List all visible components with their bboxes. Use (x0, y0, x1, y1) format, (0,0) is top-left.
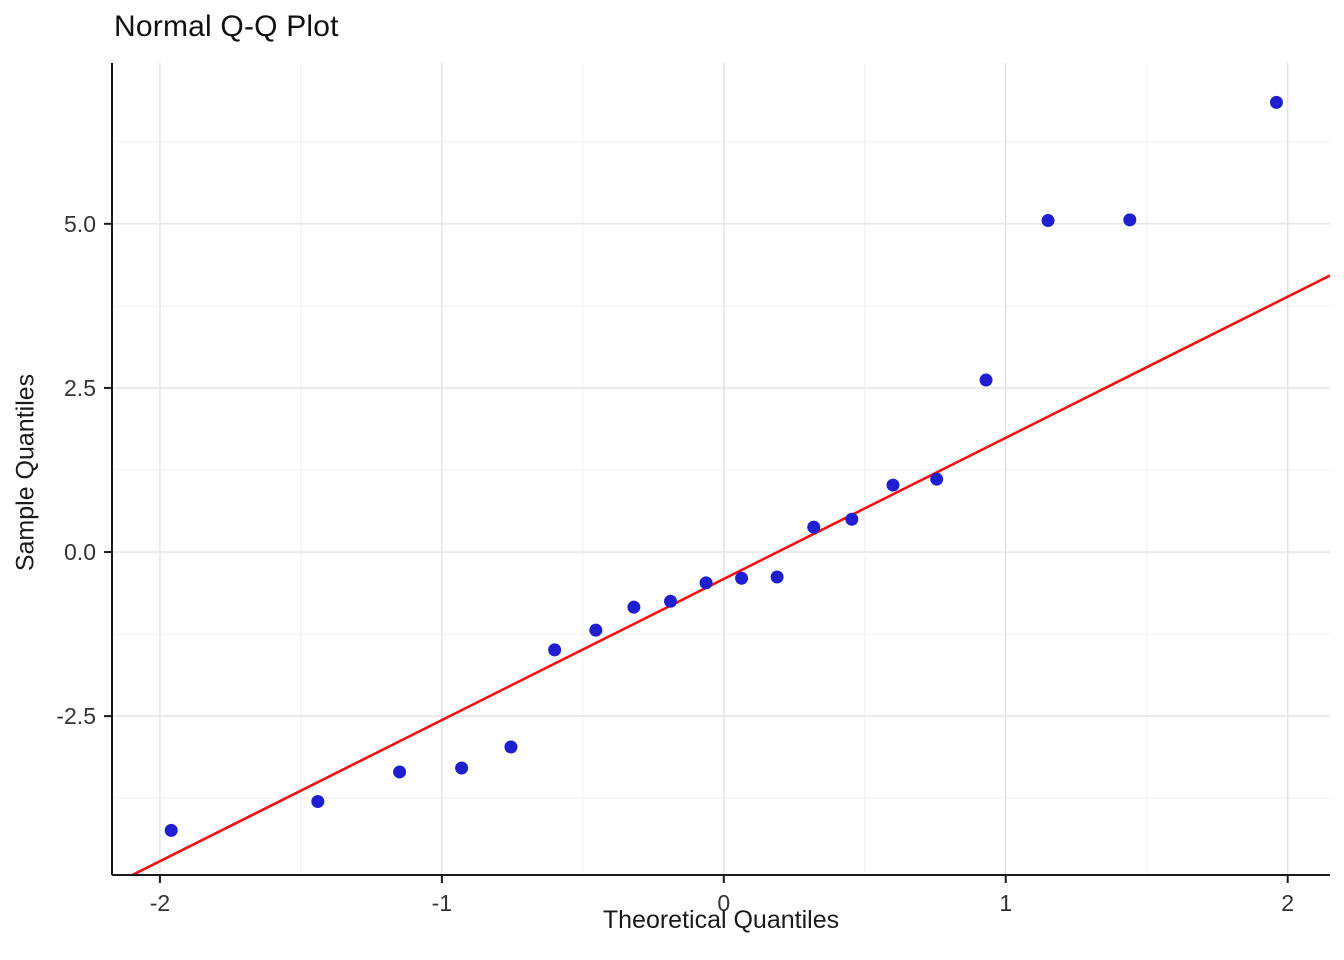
x-tick-label: -1 (432, 890, 452, 916)
data-point (311, 794, 325, 808)
data-point (455, 761, 469, 775)
data-point (770, 570, 784, 584)
data-point (807, 520, 821, 534)
y-tick-label: 2.5 (64, 375, 96, 401)
data-point (886, 478, 900, 492)
y-tick-label: 0.0 (64, 539, 96, 565)
data-point (164, 823, 178, 837)
data-point (845, 512, 859, 526)
data-point (627, 600, 641, 614)
x-tick-label: -2 (150, 890, 170, 916)
y-tick-label: -2.5 (56, 703, 96, 729)
data-point (1123, 213, 1137, 227)
data-point (1269, 95, 1283, 109)
data-point (735, 571, 749, 585)
data-point (504, 740, 518, 754)
x-tick-label: 1 (999, 890, 1012, 916)
chart-title: Normal Q-Q Plot (114, 10, 339, 43)
data-point (589, 623, 603, 637)
y-tick-label: 5.0 (64, 211, 96, 237)
data-point (664, 594, 678, 608)
y-axis-label: Sample Quantiles (11, 373, 40, 572)
x-tick-label: 2 (1281, 890, 1294, 916)
x-axis-label: Theoretical Quantiles (602, 906, 840, 934)
data-point (699, 576, 713, 590)
x-tick-label: 0 (717, 890, 730, 916)
qq-reference-line (129, 274, 1330, 875)
data-point (548, 643, 562, 657)
data-point (1041, 214, 1055, 228)
data-point (930, 472, 944, 486)
data-point (393, 765, 407, 779)
data-point (979, 373, 993, 387)
